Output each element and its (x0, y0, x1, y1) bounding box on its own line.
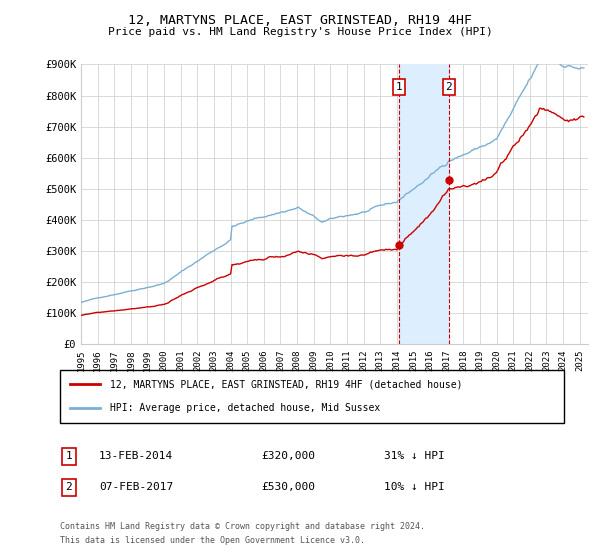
Text: 12, MARTYNS PLACE, EAST GRINSTEAD, RH19 4HF: 12, MARTYNS PLACE, EAST GRINSTEAD, RH19 … (128, 14, 472, 27)
Text: 10% ↓ HPI: 10% ↓ HPI (384, 482, 445, 492)
Text: 2: 2 (445, 82, 452, 92)
Text: 1: 1 (65, 451, 73, 461)
Text: HPI: Average price, detached house, Mid Sussex: HPI: Average price, detached house, Mid … (110, 403, 380, 413)
Text: Price paid vs. HM Land Registry's House Price Index (HPI): Price paid vs. HM Land Registry's House … (107, 27, 493, 37)
Text: £320,000: £320,000 (261, 451, 315, 461)
Bar (399, 64, 449, 344)
Text: 1: 1 (395, 82, 402, 92)
Text: 12, MARTYNS PLACE, EAST GRINSTEAD, RH19 4HF (detached house): 12, MARTYNS PLACE, EAST GRINSTEAD, RH19 … (110, 380, 463, 390)
Text: This data is licensed under the Open Government Licence v3.0.: This data is licensed under the Open Gov… (60, 536, 365, 545)
Text: 13-FEB-2014: 13-FEB-2014 (99, 451, 173, 461)
Text: Contains HM Land Registry data © Crown copyright and database right 2024.: Contains HM Land Registry data © Crown c… (60, 522, 425, 531)
Text: £530,000: £530,000 (261, 482, 315, 492)
Text: 31% ↓ HPI: 31% ↓ HPI (384, 451, 445, 461)
Text: 07-FEB-2017: 07-FEB-2017 (99, 482, 173, 492)
Text: 2: 2 (65, 482, 73, 492)
